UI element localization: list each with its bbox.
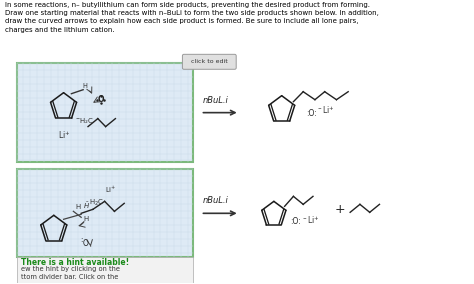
Text: click to edit: click to edit xyxy=(191,59,228,64)
Text: H: H xyxy=(75,204,81,210)
Text: :O:: :O: xyxy=(290,217,301,226)
Text: $\bar{H}$: $\bar{H}$ xyxy=(83,201,90,211)
Text: nBuL.i: nBuL.i xyxy=(202,196,228,205)
Text: H$_2$C: H$_2$C xyxy=(89,197,104,208)
Bar xyxy=(17,257,192,283)
Text: nBuL.i: nBuL.i xyxy=(202,96,228,105)
Text: $^{-}$: $^{-}$ xyxy=(302,217,308,222)
Bar xyxy=(17,170,192,257)
Text: :O:: :O: xyxy=(306,109,317,118)
FancyBboxPatch shape xyxy=(182,54,236,69)
Text: Li$^{+}$: Li$^{+}$ xyxy=(105,185,116,195)
Text: H: H xyxy=(82,83,88,89)
Text: In some reactions, n– butyllithium can form side products, preventing the desire: In some reactions, n– butyllithium can f… xyxy=(5,2,379,33)
Text: $^{-}$: $^{-}$ xyxy=(317,107,322,112)
Text: +: + xyxy=(335,203,346,216)
Text: H: H xyxy=(83,216,88,222)
Bar xyxy=(17,63,192,162)
Text: Li$^{+}$: Li$^{+}$ xyxy=(58,129,70,141)
Text: $^{-}$H₂C: $^{-}$H₂C xyxy=(75,116,94,125)
Text: O: O xyxy=(82,239,88,248)
Text: :: : xyxy=(80,237,82,243)
Text: Li$^{+}$: Li$^{+}$ xyxy=(322,104,334,116)
Text: O: O xyxy=(98,95,104,104)
Text: There is a hint available!: There is a hint available! xyxy=(20,258,129,267)
Text: ew the hint by clicking on the
ttom divider bar. Click on the: ew the hint by clicking on the ttom divi… xyxy=(20,266,119,280)
Text: Li$^{+}$: Li$^{+}$ xyxy=(307,215,319,226)
